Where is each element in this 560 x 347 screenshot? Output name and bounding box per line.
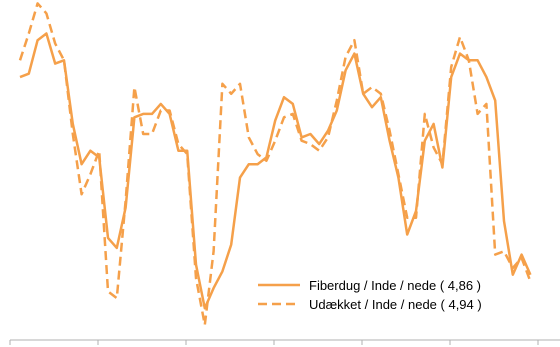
legend-item-udaekket: Udækket / Inde / nede ( 4,94 ): [258, 297, 482, 312]
legend-item-fiberdug: Fiberdug / Inde / nede ( 4,86 ): [258, 278, 481, 293]
x-axis-ticks: [9, 340, 539, 345]
legend-label-fiberdug: Fiberdug / Inde / nede ( 4,86 ): [309, 278, 481, 293]
series-line-0: [19, 32, 532, 310]
legend: Fiberdug / Inde / nede ( 4,86 ) Udækket …: [258, 278, 482, 312]
legend-label-udaekket: Udækket / Inde / nede ( 4,94 ): [309, 297, 482, 312]
series-layer: [18, 2, 532, 327]
plot-area: [9, 2, 560, 345]
series-line-1: [18, 2, 532, 327]
